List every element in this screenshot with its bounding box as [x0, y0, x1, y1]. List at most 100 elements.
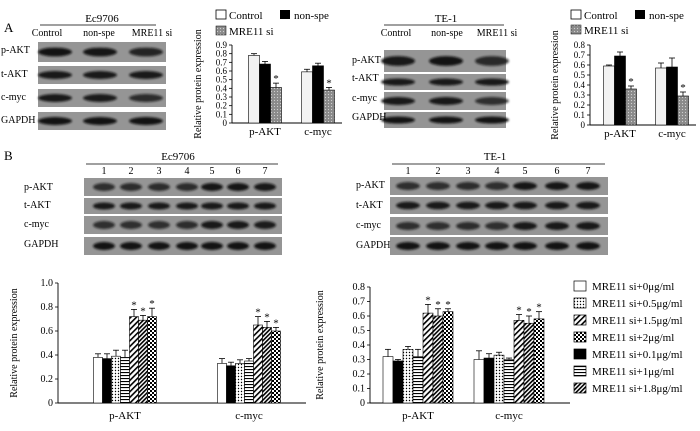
blot-band: [227, 183, 249, 191]
blot-band: [201, 221, 223, 229]
blot-strips: [381, 50, 509, 128]
blot-cell-line-title: Ec9706: [85, 13, 119, 25]
y-tick-label: 0.7: [216, 57, 228, 67]
legend-swatch: [573, 280, 587, 292]
blot-band: [148, 221, 170, 229]
bar: [432, 315, 444, 404]
bar: [248, 55, 260, 124]
blot-band: [429, 116, 463, 124]
bar: [513, 320, 525, 404]
blot-band: [429, 97, 463, 105]
blot-band: [227, 202, 249, 210]
lane-number: 5: [210, 166, 215, 177]
bar: [147, 316, 157, 404]
blot-band: [545, 201, 569, 210]
blot-b-te1: TE-1 1 2 3 4 5 6 7 p-AKT t-AKT c-myc GAPDH: [356, 151, 608, 255]
x-tick-label: p-AKT: [109, 410, 141, 422]
x-tick-label: p-AKT: [604, 128, 636, 140]
row-label: p-AKT: [24, 182, 53, 193]
blot-strips: [84, 178, 282, 255]
blot-band: [201, 242, 223, 250]
y-tick-label: 0.7: [574, 50, 586, 60]
blot-band: [201, 202, 223, 210]
lane-label: non-spe: [431, 28, 463, 39]
lane-number: 5: [523, 166, 528, 177]
bar: [120, 357, 130, 404]
y-tick-label: 0.9: [216, 40, 228, 50]
bar: [301, 71, 313, 124]
y-tick-label: 0.4: [353, 340, 366, 351]
blot-band: [381, 116, 415, 124]
bar: [614, 55, 626, 126]
lane-label: Control: [32, 28, 63, 39]
significance-marker: *: [516, 305, 522, 317]
y-tick-label: 0.4: [41, 350, 54, 361]
lane-number: 6: [236, 166, 241, 177]
bar: [442, 311, 454, 404]
blot-band: [38, 94, 72, 102]
bar: [262, 327, 272, 404]
row-label: c-myc: [24, 219, 50, 230]
blot-band: [475, 78, 509, 86]
y-tick-label: 0.3: [574, 90, 586, 100]
row-label: GAPDH: [24, 239, 58, 250]
lane-number: 2: [436, 166, 441, 177]
legend-label: MRE11 si+0μg/ml: [592, 281, 674, 293]
blot-band: [120, 202, 142, 210]
y-tick-label: 0.2: [574, 100, 585, 110]
bar: [666, 66, 678, 126]
y-tick-label: 0.8: [353, 282, 366, 293]
blot-strips: [390, 177, 608, 255]
x-tick-label: c-myc: [495, 410, 523, 422]
blot-cell-line-title: TE-1: [484, 151, 507, 163]
bar: [473, 359, 485, 404]
legend-swatch: [570, 9, 582, 20]
blot-band: [254, 202, 276, 210]
y-tick-label: 0.6: [353, 311, 366, 322]
y-tick-label: 0.4: [216, 83, 228, 93]
y-tick-label: 0.4: [574, 80, 586, 90]
blot-band: [129, 47, 163, 57]
y-tick-label: 0.6: [41, 326, 54, 337]
bar: [93, 357, 103, 404]
lane-label: non-spe: [83, 28, 115, 39]
blot-band: [120, 183, 142, 191]
blot-band: [148, 183, 170, 191]
blot-band: [227, 242, 249, 250]
lane-number: 3: [157, 166, 162, 177]
blot-band: [396, 201, 420, 210]
row-label: c-myc: [356, 220, 382, 231]
blot-band: [93, 221, 115, 229]
legend-swatch: [573, 331, 587, 343]
significance-marker: *: [628, 76, 634, 88]
legend-label: MRE11 si: [229, 26, 274, 38]
blot-cell-line-title: Ec9706: [161, 151, 195, 163]
bar: [382, 356, 394, 404]
blot-a-te1: TE-1 Control non-spe MRE11 si p-AKT t-AK…: [352, 13, 517, 128]
chart-b-ec9706: 0 0.2 0.4 0.6 0.8 1.0 Relative protein express…: [9, 278, 306, 422]
blot-band: [576, 182, 600, 190]
significance-marker: *: [255, 307, 261, 319]
blot-band: [429, 78, 463, 86]
legend-swatch: [635, 10, 645, 19]
bar: [226, 365, 236, 404]
blot-band: [120, 242, 142, 250]
blot-band: [93, 183, 115, 191]
legend-swatch: [573, 365, 587, 377]
lane-number: 1: [406, 166, 411, 177]
lane-numbers: 1 2 3 4 5 6 7: [406, 166, 591, 177]
blot-band: [475, 56, 509, 66]
bar: [235, 363, 245, 404]
blot-band: [381, 56, 415, 66]
row-label: c-myc: [352, 93, 378, 104]
blot-a-ec9706: Ec9706 Control non-spe MRE11 si p-AKT t-…: [1, 13, 172, 130]
blot-band: [396, 182, 420, 190]
blot-band: [485, 182, 509, 190]
legend-label: MRE11 si+0.1μg/ml: [592, 349, 683, 361]
row-label: p-AKT: [352, 55, 381, 66]
y-tick-label: 0: [48, 398, 53, 409]
legend-swatch: [573, 348, 587, 360]
significance-marker: *: [326, 77, 332, 89]
legend-label: non-spe: [294, 10, 329, 22]
chart-a-te1: 00.10.20.30.40.50.60.70.8 Relative protei…: [550, 30, 696, 140]
